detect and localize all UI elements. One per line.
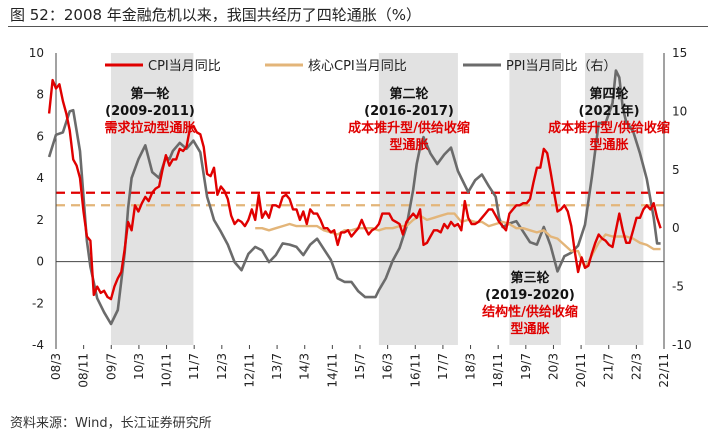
x-tick-label: 18/11 <box>491 353 505 388</box>
annotation-3-title: 第三轮 <box>510 270 549 286</box>
shaded-period-3 <box>509 53 561 345</box>
series-lines <box>47 69 662 326</box>
right-tick-label: -10 <box>672 338 692 352</box>
legend-label-3: PPI当月同比（右） <box>506 59 617 74</box>
annotation-2-desc: 成本推升型/供给收缩 <box>348 120 470 136</box>
x-tick-label: 20/3 <box>546 353 560 380</box>
annotation-4-desc: 型通胀 <box>589 137 628 153</box>
title-divider <box>8 26 708 27</box>
x-tick-label: 22/11 <box>657 353 671 388</box>
left-tick-label: 2 <box>36 213 44 227</box>
x-tick-label: 12/3 <box>215 353 229 380</box>
source-note: 资料来源：Wind，长江证券研究所 <box>10 416 212 431</box>
shaded-periods <box>110 53 644 345</box>
left-tick-label: -4 <box>32 338 44 352</box>
x-tick-label: 13/7 <box>270 353 284 380</box>
x-tick-label: 10/3 <box>132 353 146 380</box>
left-tick-label: 10 <box>29 46 44 60</box>
left-tick-label: 0 <box>36 255 44 269</box>
annotation-1-title: (2009-2011) <box>105 104 195 119</box>
x-tick-label: 16/11 <box>408 353 422 388</box>
annotation-4-title: 第四轮 <box>589 86 628 102</box>
shaded-period-2 <box>378 53 458 345</box>
x-tick-label: 15/7 <box>353 353 367 380</box>
left-tick-label: 4 <box>36 171 44 185</box>
x-tick-label: 16/3 <box>381 353 395 380</box>
series-line-3 <box>47 69 661 326</box>
annotation-4-title: (2021年) <box>578 103 639 119</box>
annotation-3-desc: 结构性/供给收缩 <box>482 304 578 320</box>
x-tick-label: 08/11 <box>77 353 91 388</box>
annotation-3-title: (2019-2020) <box>485 288 575 303</box>
shaded-period-1 <box>110 53 194 345</box>
legend-label-2: 核心CPI当月同比 <box>308 59 407 74</box>
annotation-3-desc: 型通胀 <box>510 321 549 337</box>
annotation-1-desc: 需求拉动型通胀 <box>104 120 195 136</box>
x-tick-label: 21/7 <box>602 353 616 380</box>
shaded-period-4 <box>584 53 644 345</box>
left-tick-label: -2 <box>32 296 44 310</box>
x-tick-label: 12/11 <box>242 353 256 388</box>
annotations: 第一轮(2009-2011)需求拉动型通胀第二轮(2016-2017)成本推升型… <box>104 86 669 337</box>
right-tick-label: 5 <box>672 163 680 177</box>
left-tick-label: 8 <box>36 88 44 102</box>
x-tick-label: 18/3 <box>464 353 478 380</box>
x-tick-label: 11/7 <box>187 353 201 380</box>
annotation-2-title: (2016-2017) <box>364 104 454 119</box>
left-tick-label: 6 <box>36 129 44 143</box>
x-tick-label: 08/3 <box>49 353 63 380</box>
annotation-4-desc: 成本推升型/供给收缩 <box>548 120 670 136</box>
right-tick-label: -5 <box>672 280 684 294</box>
x-tick-label: 14/3 <box>298 353 312 380</box>
figure-title: 图 52：2008 年金融危机以来，我国共经历了四轮通胀（%） <box>10 6 422 24</box>
x-tick-label: 14/11 <box>325 353 339 388</box>
x-tick-label: 19/7 <box>519 353 533 380</box>
x-tick-label: 10/11 <box>160 353 174 388</box>
annotation-2-desc: 型通胀 <box>389 137 428 153</box>
annotation-1-title: 第一轮 <box>130 86 169 102</box>
series-line-1 <box>47 78 662 301</box>
right-tick-label: 10 <box>672 104 687 118</box>
annotation-2-title: 第二轮 <box>389 86 428 102</box>
x-tick-label: 17/7 <box>436 353 450 380</box>
legend: CPI当月同比 核心CPI当月同比 PPI当月同比（右） <box>105 59 617 74</box>
right-tick-label: 15 <box>672 46 687 60</box>
x-tick-label: 20/11 <box>574 353 588 388</box>
right-tick-label: 0 <box>672 221 680 235</box>
reference-lines <box>56 191 664 207</box>
legend-label-1: CPI当月同比 <box>148 59 221 74</box>
x-tick-label: 09/7 <box>104 353 118 380</box>
x-tick-label: 22/3 <box>629 353 643 380</box>
